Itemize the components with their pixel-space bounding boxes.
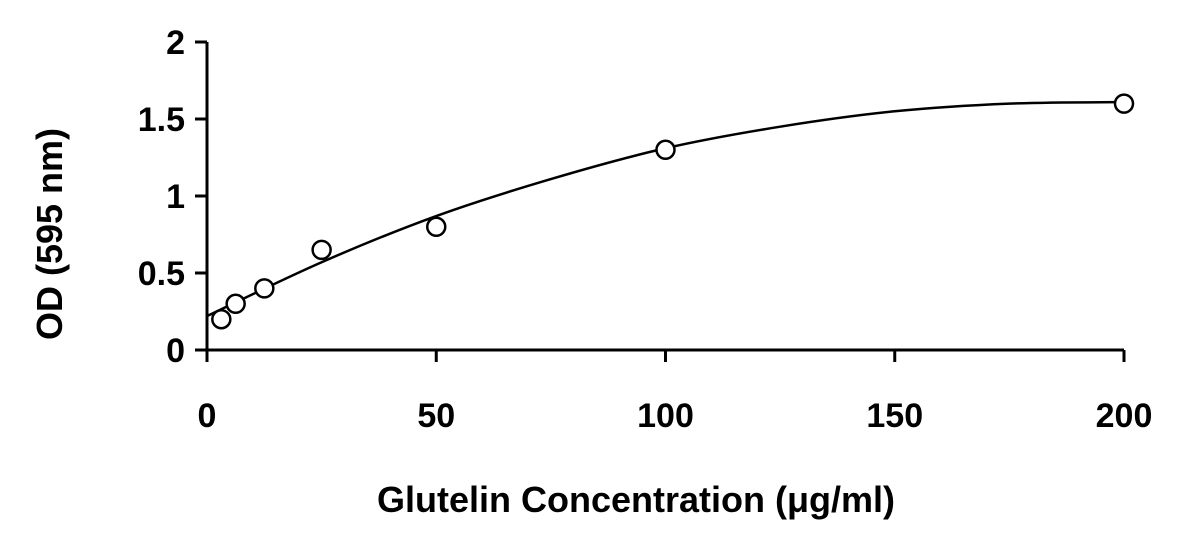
x-axis: 0 50 100 150 200 [198, 348, 1153, 435]
fit-curve [206, 100, 1125, 318]
x-tick-label: 100 [637, 397, 694, 435]
data-point [254, 278, 275, 299]
y-tick-label: 0.5 [138, 255, 185, 293]
y-ticks: 0 0.5 1 1.5 2 [138, 24, 207, 370]
y-axis: 0 0.5 1 1.5 2 [138, 24, 209, 370]
data-point [426, 216, 447, 238]
x-tick-label: 150 [866, 397, 923, 435]
x-axis-title: Glutelin Concentration (μg/ml) [377, 479, 895, 520]
y-tick-label: 0 [166, 332, 185, 370]
x-tick-label: 50 [417, 397, 455, 435]
data-point [655, 139, 676, 161]
x-tick-label: 200 [1096, 397, 1153, 435]
x-tick-label: 0 [198, 397, 217, 435]
data-point [225, 293, 246, 315]
y-tick-label: 2 [166, 24, 185, 62]
data-point [311, 239, 332, 261]
data-points [211, 93, 1135, 330]
y-tick-label: 1.5 [138, 101, 185, 139]
x-ticks: 0 50 100 150 200 [198, 350, 1153, 435]
data-point [211, 308, 232, 330]
y-axis-title: OD (595 nm) [29, 128, 70, 340]
data-point [1113, 93, 1135, 114]
y-tick-label: 1 [166, 178, 185, 216]
